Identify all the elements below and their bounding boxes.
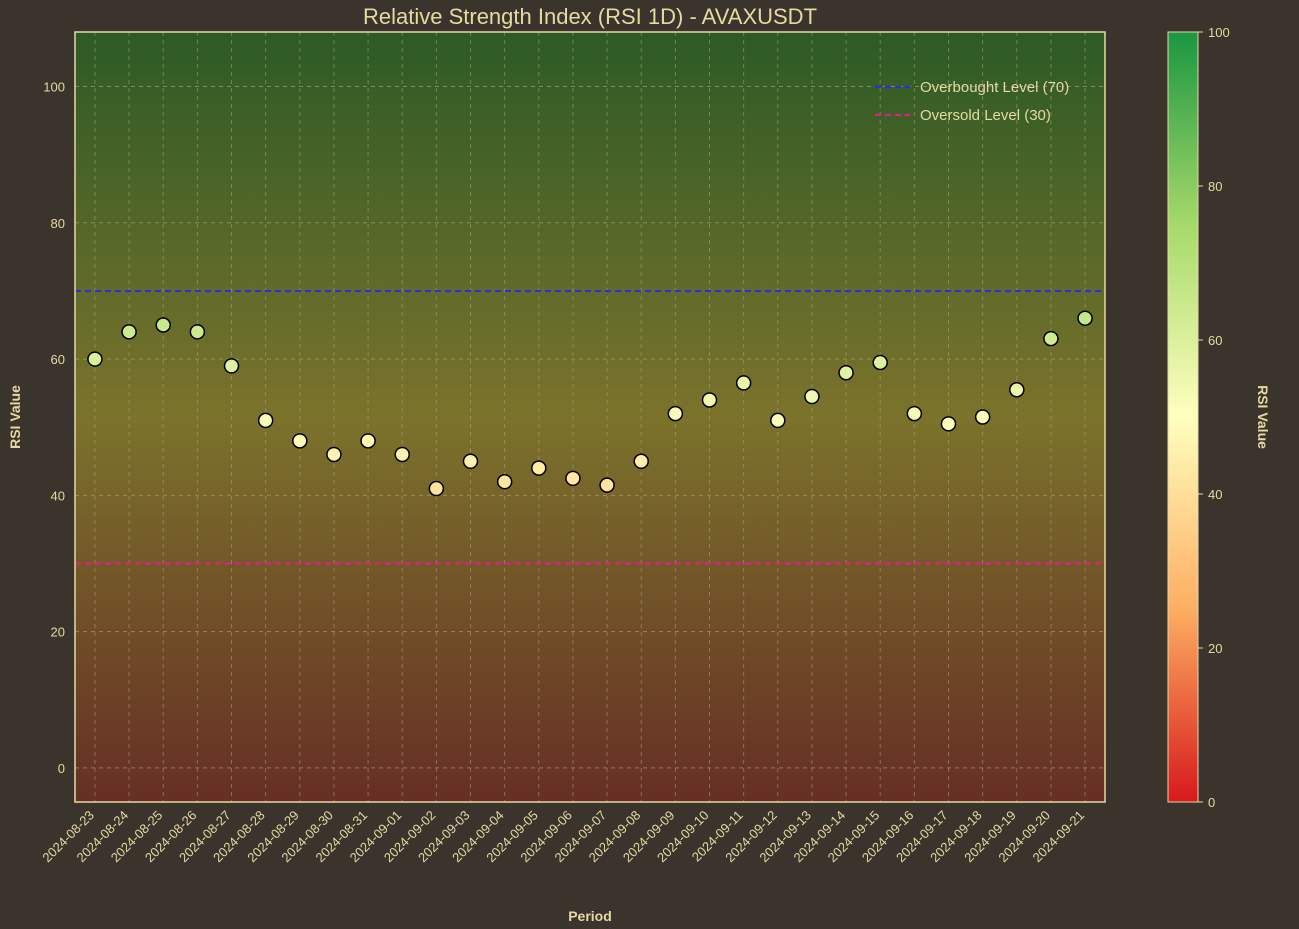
y-tick-label: 80 bbox=[51, 216, 65, 231]
data-point bbox=[805, 390, 819, 404]
data-point bbox=[668, 407, 682, 421]
data-point bbox=[1044, 332, 1058, 346]
data-point bbox=[907, 407, 921, 421]
chart-svg: 0204060801002024-08-232024-08-242024-08-… bbox=[0, 0, 1299, 929]
data-point bbox=[225, 359, 239, 373]
data-point bbox=[737, 376, 751, 390]
y-tick-label: 60 bbox=[51, 352, 65, 367]
y-tick-label: 20 bbox=[51, 625, 65, 640]
colorbar-tick-label: 80 bbox=[1208, 179, 1222, 194]
data-point bbox=[771, 413, 785, 427]
colorbar-tick-label: 100 bbox=[1208, 25, 1230, 40]
data-point bbox=[88, 352, 102, 366]
data-point bbox=[190, 325, 204, 339]
y-tick-label: 0 bbox=[58, 761, 65, 776]
colorbar-tick-label: 40 bbox=[1208, 487, 1222, 502]
data-point bbox=[1078, 311, 1092, 325]
data-point bbox=[429, 482, 443, 496]
data-point bbox=[532, 461, 546, 475]
data-point bbox=[1010, 383, 1024, 397]
colorbar-label: RSI Value bbox=[1255, 385, 1271, 449]
data-point bbox=[259, 413, 273, 427]
x-axis-label: Period bbox=[568, 908, 612, 924]
data-point bbox=[566, 471, 580, 485]
colorbar-tick-label: 0 bbox=[1208, 795, 1215, 810]
data-point bbox=[498, 475, 512, 489]
data-point bbox=[702, 393, 716, 407]
rsi-chart: 0204060801002024-08-232024-08-242024-08-… bbox=[0, 0, 1299, 929]
data-point bbox=[122, 325, 136, 339]
chart-title: Relative Strength Index (RSI 1D) - AVAXU… bbox=[363, 4, 817, 29]
y-tick-label: 100 bbox=[43, 80, 65, 95]
colorbar-tick-label: 20 bbox=[1208, 641, 1222, 656]
data-point bbox=[293, 434, 307, 448]
data-point bbox=[600, 478, 614, 492]
y-axis-label: RSI Value bbox=[7, 385, 23, 449]
data-point bbox=[464, 454, 478, 468]
data-point bbox=[327, 447, 341, 461]
data-point bbox=[634, 454, 648, 468]
data-point bbox=[941, 417, 955, 431]
colorbar bbox=[1168, 32, 1198, 802]
data-point bbox=[395, 447, 409, 461]
colorbar-tick-label: 60 bbox=[1208, 333, 1222, 348]
data-point bbox=[839, 366, 853, 380]
legend-label: Overbought Level (70) bbox=[920, 79, 1069, 96]
legend-label: Oversold Level (30) bbox=[920, 107, 1051, 124]
data-point bbox=[156, 318, 170, 332]
y-tick-label: 40 bbox=[51, 488, 65, 503]
data-point bbox=[976, 410, 990, 424]
data-point bbox=[873, 355, 887, 369]
data-point bbox=[361, 434, 375, 448]
